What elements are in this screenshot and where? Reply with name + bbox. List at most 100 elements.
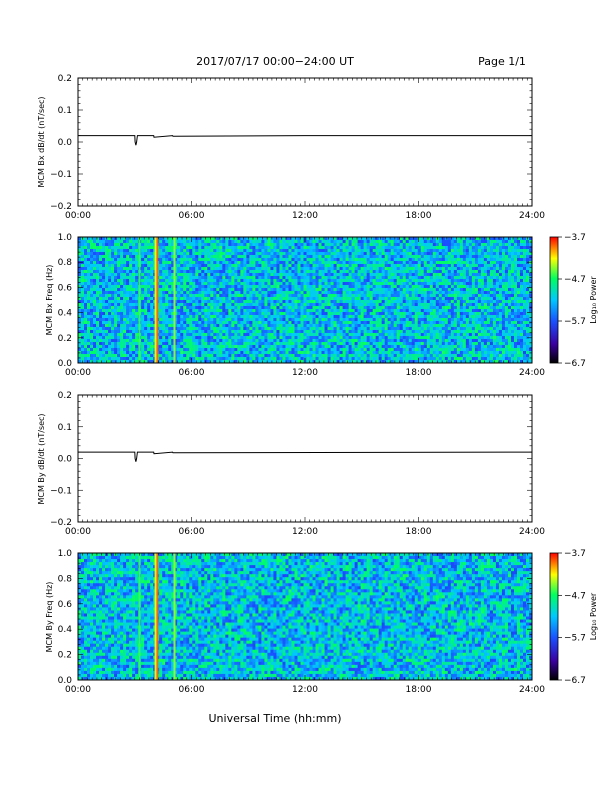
spectrogram-cell (384, 267, 389, 271)
spectrogram-cell (294, 252, 298, 256)
spectrogram-cell (363, 252, 368, 256)
spectrogram-cell (411, 276, 416, 280)
spectrogram-cell (108, 243, 112, 247)
spectrogram-cell (504, 267, 509, 271)
spectrogram-cell (411, 309, 416, 313)
spectrogram-cell (90, 297, 94, 301)
spectrogram-cell (240, 318, 244, 322)
spectrogram-cell (270, 321, 274, 325)
spectrogram-cell (444, 261, 449, 265)
spectrogram-cell (126, 249, 130, 253)
spectrogram-cell (423, 282, 428, 286)
spectrogram-cell (123, 252, 127, 256)
spectrogram-cell (510, 255, 515, 259)
spectrogram-cell (258, 321, 262, 325)
spectrogram-cell (495, 276, 500, 280)
spectrogram-cell (525, 306, 530, 310)
spectrogram-cell (201, 306, 205, 310)
spectrogram-cell (459, 237, 464, 241)
spectrogram-cell (414, 279, 419, 283)
spectrogram-cell (417, 291, 422, 295)
spectrogram-cell (483, 300, 488, 304)
spectrogram-cell (81, 249, 85, 253)
spectrogram-cell (174, 267, 178, 271)
spectrogram-cell (321, 243, 325, 247)
spectrogram-cell (309, 276, 313, 280)
spectrogram-cell (366, 252, 371, 256)
spectrogram-cell (237, 246, 241, 250)
spectrogram-cell (261, 243, 265, 247)
spectrogram-cell (369, 252, 374, 256)
spectrogram-cell (189, 327, 193, 331)
spectrogram-cell (126, 279, 130, 283)
spectrogram-cell (276, 243, 280, 247)
spectrogram-cell (273, 246, 277, 250)
spectrogram-cell (495, 318, 500, 322)
spectrogram-cell (159, 288, 163, 292)
spectrogram-cell (114, 261, 118, 265)
spectrogram-cell (126, 330, 130, 334)
spectrogram-cell (171, 264, 175, 268)
spectrogram-cell (168, 294, 172, 298)
spectrogram-cell (375, 321, 380, 325)
spectrogram-cell (480, 273, 485, 277)
spectrogram-cell (369, 246, 374, 250)
spectrogram-cell (189, 258, 193, 262)
spectrogram-cell (201, 330, 205, 334)
spectrogram-cell (492, 240, 497, 244)
spectrogram-cell (207, 276, 211, 280)
spectrogram-cell (318, 294, 322, 298)
spectrogram-cell (243, 243, 247, 247)
spectrogram-cell (420, 321, 425, 325)
spectrogram-cell (216, 264, 220, 268)
spectrogram-cell (360, 264, 365, 268)
spectrogram-cell (468, 309, 473, 313)
spectrogram-cell (477, 285, 482, 289)
spectrogram-cell (456, 306, 461, 310)
spectrogram-cell (114, 321, 118, 325)
spectrogram-cell (336, 279, 340, 283)
spectrogram-cell (258, 327, 262, 331)
spectrogram-cell (435, 246, 440, 250)
spectrogram-cell (264, 312, 268, 316)
spectrogram-cell (444, 243, 449, 247)
spectrogram-cell (102, 297, 106, 301)
spectrogram-cell (93, 306, 97, 310)
spectrogram-cell (354, 273, 359, 277)
spectrogram-cell (351, 312, 356, 316)
spectrogram-cell (420, 315, 425, 319)
spectrogram-cell (276, 306, 280, 310)
spectrogram-cell (504, 318, 509, 322)
spectrogram-cell (441, 273, 446, 277)
spectrogram-cell (312, 291, 316, 295)
spectrogram-cell (444, 300, 449, 304)
spectrogram-cell (237, 330, 241, 334)
spectrogram-cell (318, 252, 322, 256)
spectrogram-cell (345, 243, 349, 247)
spectrogram-cell (282, 294, 286, 298)
spectrogram-cell (315, 246, 319, 250)
spectrogram-cell (249, 264, 253, 268)
spectrogram-cell (369, 270, 374, 274)
spectrogram-cell (498, 252, 503, 256)
spectrogram-cell (141, 261, 145, 265)
spectrogram-cell (219, 279, 223, 283)
spectrogram-cell (219, 306, 223, 310)
spectrogram-cell (186, 246, 190, 250)
spectrogram-cell (357, 237, 362, 241)
spectrogram-cell (168, 246, 172, 250)
spectrogram-cell (249, 240, 253, 244)
spectrogram-cell (300, 306, 304, 310)
spectrogram-cell (429, 267, 434, 271)
spectrogram-cell (486, 300, 491, 304)
spectrogram-cell (141, 309, 145, 313)
spectrogram-cell (378, 267, 383, 271)
spectrogram-cell (123, 321, 127, 325)
spectrogram-cell (270, 276, 274, 280)
spectrogram-cell (411, 321, 416, 325)
spectrogram-cell (366, 294, 371, 298)
spectrogram-cell (390, 315, 395, 319)
spectrogram-cell (438, 258, 443, 262)
spectrogram-cell (486, 297, 491, 301)
spectrogram-cell (141, 330, 145, 334)
